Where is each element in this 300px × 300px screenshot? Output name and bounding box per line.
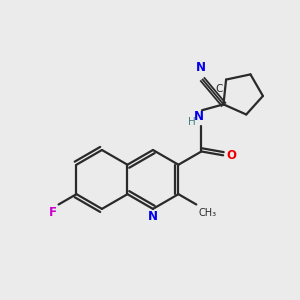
Text: N: N <box>148 210 158 224</box>
Text: N: N <box>196 61 206 74</box>
Text: C: C <box>216 84 223 94</box>
Text: H: H <box>188 117 196 127</box>
Text: N: N <box>194 110 203 123</box>
Text: O: O <box>226 149 236 162</box>
Text: CH₃: CH₃ <box>199 208 217 218</box>
Text: F: F <box>49 206 57 219</box>
